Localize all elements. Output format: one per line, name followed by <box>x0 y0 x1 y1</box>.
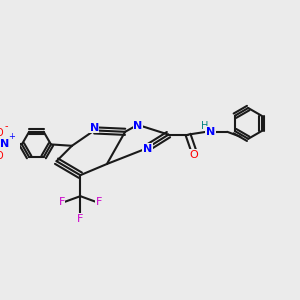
Text: N: N <box>143 144 152 154</box>
Text: O: O <box>0 151 3 160</box>
Text: -: - <box>4 121 8 131</box>
Text: N: N <box>0 140 10 149</box>
Text: N: N <box>206 127 215 137</box>
Text: N: N <box>90 123 99 133</box>
Text: N: N <box>133 121 142 131</box>
Text: O: O <box>0 128 3 138</box>
Text: +: + <box>8 132 15 141</box>
Text: F: F <box>77 214 83 224</box>
Text: F: F <box>96 197 102 207</box>
Text: H: H <box>201 121 208 131</box>
Text: O: O <box>189 150 198 160</box>
Text: F: F <box>58 197 65 207</box>
